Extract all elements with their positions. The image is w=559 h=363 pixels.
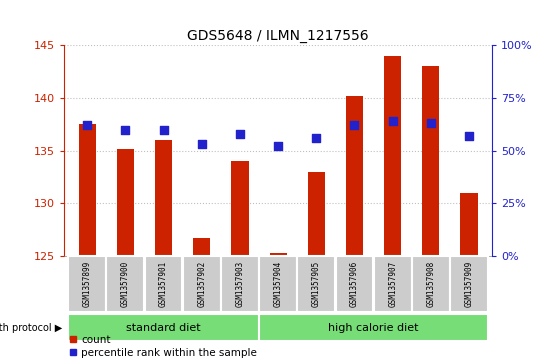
Text: standard diet: standard diet [126, 323, 201, 333]
Point [273, 143, 282, 149]
Point [159, 127, 168, 132]
Text: GSM1357905: GSM1357905 [312, 261, 321, 307]
Bar [117, 148, 134, 256]
Point [312, 135, 321, 141]
Text: GSM1357903: GSM1357903 [235, 261, 244, 307]
Bar [307, 172, 325, 256]
Bar [461, 193, 477, 256]
Point [83, 122, 92, 128]
Point [197, 142, 206, 147]
Bar [221, 256, 259, 312]
Bar [155, 140, 172, 256]
Bar [450, 256, 488, 312]
Legend: count, percentile rank within the sample: count, percentile rank within the sample [69, 335, 257, 358]
Bar [297, 256, 335, 312]
Point [235, 131, 244, 137]
Text: GSM1357907: GSM1357907 [388, 261, 397, 307]
Text: high calorie diet: high calorie diet [328, 323, 419, 333]
Point [388, 118, 397, 124]
Bar [231, 161, 249, 256]
Bar [269, 253, 287, 256]
Bar [422, 66, 439, 256]
Point [350, 122, 359, 128]
Text: GSM1357899: GSM1357899 [83, 261, 92, 307]
Bar [412, 256, 450, 312]
Text: growth protocol ▶: growth protocol ▶ [0, 323, 63, 333]
Title: GDS5648 / ILMN_1217556: GDS5648 / ILMN_1217556 [187, 29, 369, 43]
Bar [259, 256, 297, 312]
Text: GSM1357908: GSM1357908 [427, 261, 435, 307]
Bar [183, 256, 221, 312]
Bar [374, 256, 411, 312]
Text: GSM1357901: GSM1357901 [159, 261, 168, 307]
Text: GSM1357906: GSM1357906 [350, 261, 359, 307]
Bar [68, 314, 259, 342]
Point [121, 127, 130, 132]
Bar [384, 56, 401, 256]
Point [427, 121, 435, 126]
Bar [259, 314, 488, 342]
Text: GSM1357904: GSM1357904 [273, 261, 283, 307]
Bar [68, 256, 106, 312]
Bar [193, 238, 210, 256]
Bar [145, 256, 182, 312]
Text: GSM1357902: GSM1357902 [197, 261, 206, 307]
Point [465, 133, 473, 139]
Bar [79, 124, 96, 256]
Text: GSM1357900: GSM1357900 [121, 261, 130, 307]
Bar [346, 96, 363, 256]
Bar [335, 256, 373, 312]
Text: GSM1357909: GSM1357909 [465, 261, 473, 307]
Bar [106, 256, 144, 312]
